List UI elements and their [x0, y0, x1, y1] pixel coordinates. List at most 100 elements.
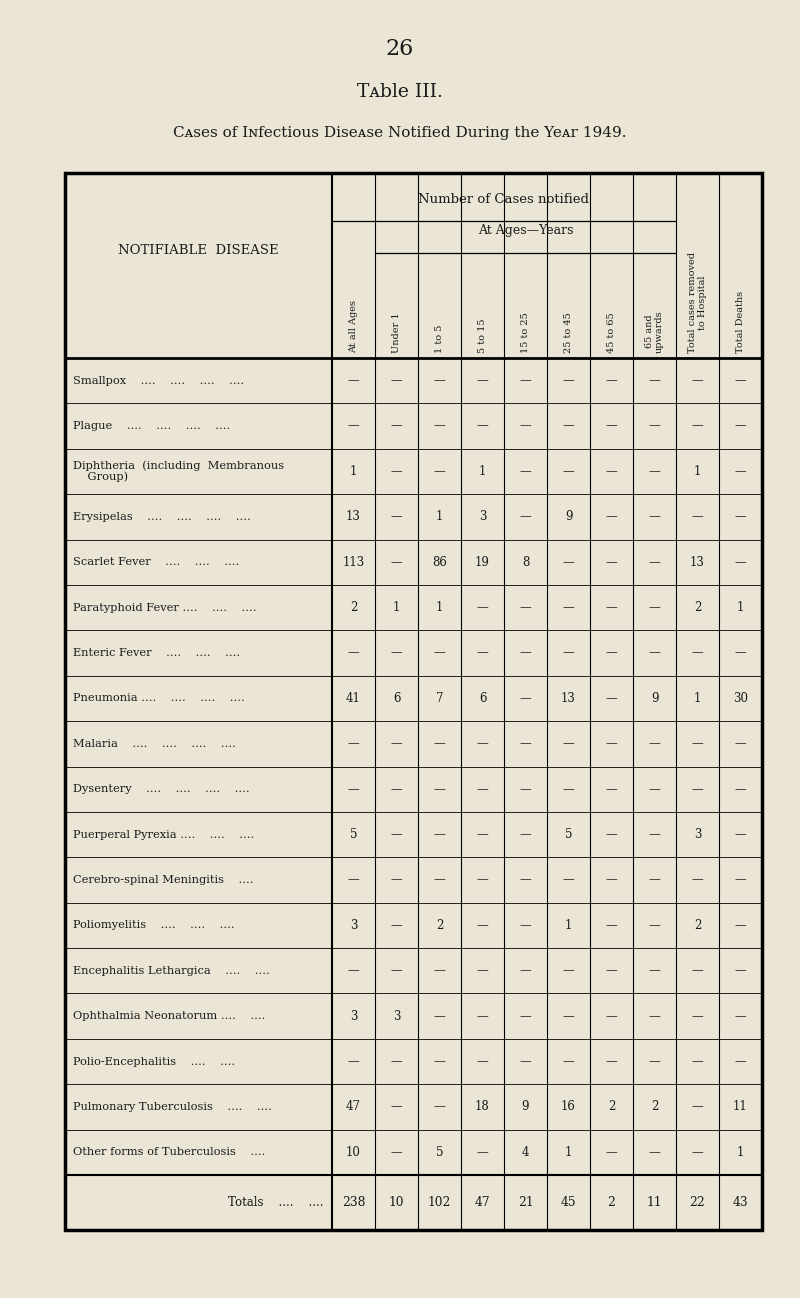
Text: 3: 3 — [694, 828, 702, 841]
Text: 9: 9 — [522, 1101, 530, 1114]
Text: Cᴀses of Iɴfectious Diseᴀse Notified During the Yeᴀr 1949.: Cᴀses of Iɴfectious Diseᴀse Notified Dur… — [174, 126, 626, 140]
Text: Ophthalmia Neonatorum ....    ....: Ophthalmia Neonatorum .... .... — [73, 1011, 266, 1022]
Text: 10: 10 — [346, 1146, 361, 1159]
Text: 11: 11 — [733, 1101, 748, 1114]
Text: —: — — [606, 737, 618, 750]
Text: —: — — [562, 1010, 574, 1023]
Text: 9: 9 — [565, 510, 572, 523]
Text: —: — — [562, 874, 574, 887]
Text: Enteric Fever    ....    ....    ....: Enteric Fever .... .... .... — [73, 648, 240, 658]
Text: 86: 86 — [432, 556, 447, 569]
Text: —: — — [477, 919, 488, 932]
Text: —: — — [734, 737, 746, 750]
Text: —: — — [606, 1010, 618, 1023]
Text: —: — — [734, 374, 746, 387]
Text: —: — — [734, 465, 746, 478]
Text: —: — — [520, 692, 531, 705]
Text: At all Ages: At all Ages — [349, 300, 358, 353]
Text: 3: 3 — [350, 919, 358, 932]
Text: —: — — [520, 510, 531, 523]
Text: 13: 13 — [690, 556, 705, 569]
Text: 102: 102 — [428, 1195, 451, 1208]
Text: Malaria    ....    ....    ....    ....: Malaria .... .... .... .... — [73, 739, 236, 749]
Text: —: — — [562, 964, 574, 977]
Text: Cerebro-spinal Meningitis    ....: Cerebro-spinal Meningitis .... — [73, 875, 254, 885]
Text: —: — — [692, 374, 703, 387]
Text: —: — — [562, 419, 574, 432]
Text: 5: 5 — [350, 828, 358, 841]
Text: 30: 30 — [733, 692, 748, 705]
Text: —: — — [606, 692, 618, 705]
Text: 1: 1 — [565, 919, 572, 932]
Text: —: — — [562, 465, 574, 478]
Text: —: — — [520, 919, 531, 932]
Text: 13: 13 — [346, 510, 361, 523]
Text: —: — — [434, 646, 446, 659]
Text: 3: 3 — [350, 1010, 358, 1023]
Text: —: — — [734, 510, 746, 523]
Text: —: — — [649, 510, 660, 523]
Text: —: — — [520, 783, 531, 796]
Text: —: — — [606, 510, 618, 523]
Text: —: — — [606, 419, 618, 432]
Text: 238: 238 — [342, 1195, 366, 1208]
Text: —: — — [348, 737, 359, 750]
Text: Totals    ....    ....: Totals .... .... — [229, 1195, 324, 1208]
Text: —: — — [562, 374, 574, 387]
Text: —: — — [649, 646, 660, 659]
Text: —: — — [390, 874, 402, 887]
Text: Number of Cases notified: Number of Cases notified — [418, 193, 590, 206]
Text: —: — — [649, 919, 660, 932]
Text: —: — — [734, 828, 746, 841]
Text: 22: 22 — [690, 1195, 706, 1208]
Text: 2: 2 — [651, 1101, 658, 1114]
Text: —: — — [434, 737, 446, 750]
Text: 1: 1 — [350, 465, 357, 478]
Text: 6: 6 — [393, 692, 400, 705]
Text: 5 to 15: 5 to 15 — [478, 318, 487, 353]
Text: —: — — [477, 1055, 488, 1068]
Text: —: — — [606, 964, 618, 977]
Text: —: — — [390, 646, 402, 659]
Text: —: — — [520, 828, 531, 841]
Text: Diphtheria  (including  Membranous
    Group): Diphtheria (including Membranous Group) — [73, 461, 284, 483]
Text: —: — — [692, 1055, 703, 1068]
Text: —: — — [390, 919, 402, 932]
Text: Paratyphoid Fever ....    ....    ....: Paratyphoid Fever .... .... .... — [73, 602, 257, 613]
Text: —: — — [606, 874, 618, 887]
Text: —: — — [520, 601, 531, 614]
Text: —: — — [692, 646, 703, 659]
Text: 47: 47 — [474, 1195, 490, 1208]
Text: 10: 10 — [389, 1195, 404, 1208]
Text: —: — — [649, 1146, 660, 1159]
Text: —: — — [520, 874, 531, 887]
Text: —: — — [562, 737, 574, 750]
Text: —: — — [520, 964, 531, 977]
Text: —: — — [434, 1055, 446, 1068]
Text: 1: 1 — [479, 465, 486, 478]
Text: —: — — [649, 874, 660, 887]
Text: 45: 45 — [561, 1195, 576, 1208]
Text: 6: 6 — [478, 692, 486, 705]
Text: 41: 41 — [346, 692, 361, 705]
Text: 26: 26 — [386, 38, 414, 60]
Text: 3: 3 — [393, 1010, 400, 1023]
Text: 13: 13 — [561, 692, 576, 705]
Text: —: — — [649, 737, 660, 750]
Text: —: — — [649, 601, 660, 614]
Text: 18: 18 — [475, 1101, 490, 1114]
Text: —: — — [520, 465, 531, 478]
Text: 8: 8 — [522, 556, 529, 569]
Text: —: — — [348, 964, 359, 977]
Text: —: — — [734, 1055, 746, 1068]
Text: —: — — [477, 1146, 488, 1159]
Text: —: — — [692, 1101, 703, 1114]
Text: Pulmonary Tuberculosis    ....    ....: Pulmonary Tuberculosis .... .... — [73, 1102, 272, 1112]
Text: 1: 1 — [436, 601, 443, 614]
Text: —: — — [348, 646, 359, 659]
Text: 25 to 45: 25 to 45 — [564, 313, 573, 353]
Text: —: — — [606, 374, 618, 387]
Text: —: — — [390, 465, 402, 478]
Text: —: — — [434, 1101, 446, 1114]
Text: —: — — [649, 1055, 660, 1068]
